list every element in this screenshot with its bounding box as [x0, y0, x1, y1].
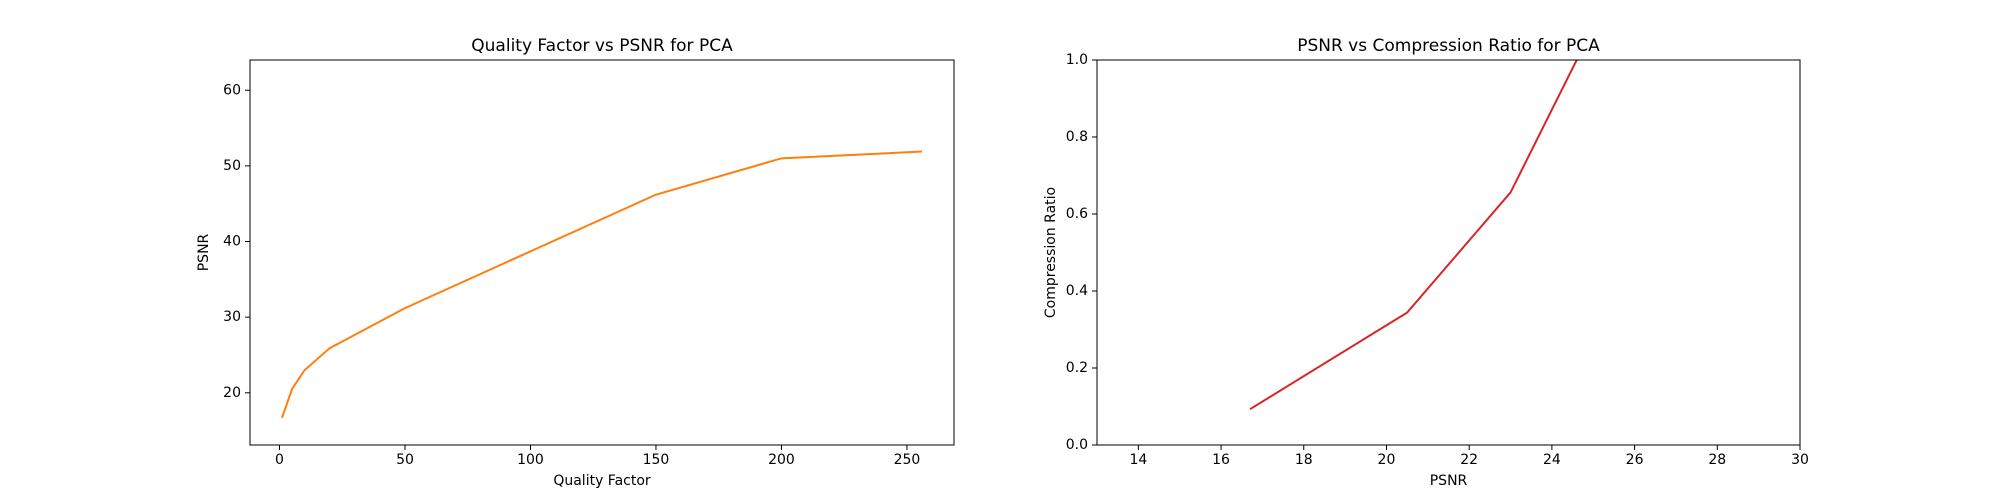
x-tick-label: 250 [894, 452, 921, 468]
x-tick-label: 150 [643, 452, 670, 468]
x-tick-label: 14 [1129, 452, 1147, 468]
y-tick-label: 0.4 [1066, 283, 1088, 299]
x-tick-label: 30 [1791, 452, 1809, 468]
x-tick-label: 100 [517, 452, 544, 468]
chart-title: Quality Factor vs PSNR for PCA [471, 36, 733, 56]
chart-title: PSNR vs Compression Ratio for PCA [1297, 36, 1600, 56]
y-tick-label: 1.0 [1066, 52, 1088, 68]
y-tick-label: 0.6 [1066, 206, 1088, 222]
y-tick-label: 60 [223, 82, 241, 98]
axes-frame [249, 59, 955, 446]
x-tick-label: 22 [1460, 452, 1478, 468]
data-line [1249, 60, 1578, 411]
x-tick-label: 28 [1708, 452, 1726, 468]
x-axis-label: Quality Factor [553, 473, 651, 489]
x-tick-label: 200 [768, 452, 795, 468]
y-tick-label: 0.0 [1066, 437, 1088, 453]
x-tick-label: 26 [1626, 452, 1644, 468]
x-tick-label: 50 [396, 452, 414, 468]
x-axis-label: PSNR [1430, 473, 1468, 489]
data-line [281, 150, 923, 419]
y-axis-label: Compression Ratio [1043, 187, 1059, 318]
y-tick-label: 30 [223, 309, 241, 325]
axes-frame [1096, 59, 1801, 446]
x-tick-label: 20 [1378, 452, 1396, 468]
x-tick-label: 0 [275, 452, 284, 468]
x-tick-label: 24 [1543, 452, 1561, 468]
y-tick-label: 20 [223, 385, 241, 401]
y-axis-label: PSNR [196, 233, 212, 271]
y-tick-label: 50 [223, 158, 241, 174]
x-tick-label: 16 [1212, 452, 1230, 468]
y-tick-label: 40 [223, 234, 241, 250]
x-tick-label: 18 [1295, 452, 1313, 468]
y-tick-label: 0.2 [1066, 360, 1088, 376]
y-tick-label: 0.8 [1066, 129, 1088, 145]
